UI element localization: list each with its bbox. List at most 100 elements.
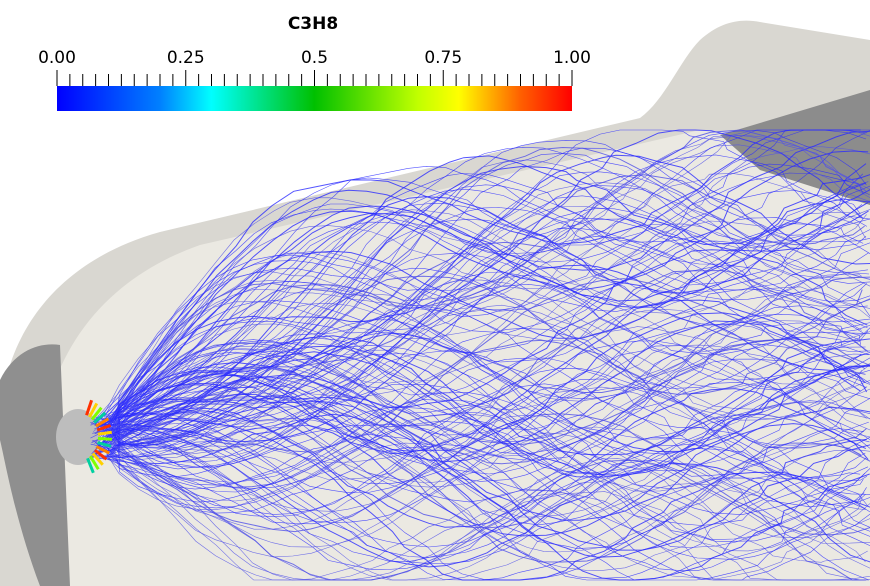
streamline bbox=[109, 174, 870, 420]
streamline bbox=[91, 308, 870, 463]
jet bbox=[90, 406, 103, 421]
streamline bbox=[116, 349, 870, 477]
streamline bbox=[106, 129, 867, 454]
streamline bbox=[112, 267, 868, 450]
streamline bbox=[104, 240, 870, 438]
streamline bbox=[118, 337, 866, 473]
jet bbox=[97, 441, 112, 448]
streamline bbox=[92, 343, 870, 482]
streamline bbox=[118, 130, 867, 452]
jet bbox=[93, 449, 108, 461]
streamline bbox=[107, 394, 864, 549]
streamline bbox=[101, 435, 866, 581]
streamline bbox=[115, 163, 870, 426]
jet bbox=[85, 399, 94, 416]
streamline bbox=[101, 386, 866, 523]
streamline bbox=[100, 331, 870, 458]
streamline bbox=[110, 393, 867, 537]
legend-tick-label: 1.00 bbox=[553, 48, 591, 68]
streamline bbox=[107, 320, 867, 457]
streamline bbox=[102, 383, 866, 517]
streamline bbox=[96, 395, 862, 563]
streamline bbox=[104, 190, 861, 418]
streamline bbox=[97, 326, 870, 480]
streamline bbox=[108, 154, 870, 429]
streamline bbox=[94, 130, 870, 425]
legend-ticks: 0.00 0.25 0.5 0.75 1.00 bbox=[38, 48, 591, 86]
streamline bbox=[93, 271, 870, 438]
streamline bbox=[99, 189, 870, 430]
streamline bbox=[91, 338, 866, 465]
streamline bbox=[115, 340, 870, 494]
streamline bbox=[118, 236, 870, 424]
streamline bbox=[94, 172, 864, 444]
streamline bbox=[105, 218, 869, 418]
streamline bbox=[114, 424, 870, 581]
streamline bbox=[107, 319, 870, 446]
streamline bbox=[91, 344, 870, 484]
legend-tick-label: 0.25 bbox=[167, 48, 205, 68]
streamline bbox=[114, 396, 870, 551]
left-cut bbox=[0, 344, 70, 586]
streamline bbox=[117, 336, 870, 461]
streamline bbox=[102, 140, 870, 443]
streamline bbox=[104, 424, 870, 581]
streamline bbox=[100, 182, 867, 428]
streamline bbox=[95, 272, 870, 427]
streamline bbox=[103, 455, 866, 581]
streamline bbox=[93, 375, 870, 526]
streamline bbox=[90, 130, 870, 439]
streamline bbox=[98, 414, 870, 539]
streamline bbox=[95, 442, 870, 581]
streamline bbox=[89, 421, 864, 581]
streamline bbox=[101, 436, 870, 562]
streamline bbox=[93, 223, 870, 432]
streamline bbox=[97, 129, 861, 429]
streamline bbox=[118, 413, 862, 552]
streamline bbox=[106, 413, 870, 581]
injector bbox=[56, 409, 100, 465]
streamline bbox=[90, 328, 869, 483]
streamline bbox=[96, 373, 870, 521]
streamline bbox=[100, 426, 870, 581]
streamline bbox=[94, 264, 870, 443]
jet bbox=[93, 411, 107, 424]
streamline bbox=[99, 294, 870, 454]
streamline bbox=[116, 207, 870, 447]
streamline bbox=[92, 434, 865, 581]
jet bbox=[86, 457, 95, 474]
streamline bbox=[94, 345, 870, 485]
streamline bbox=[94, 286, 870, 434]
jet bbox=[88, 402, 99, 418]
streamline bbox=[109, 345, 870, 472]
streamline bbox=[111, 275, 870, 427]
streamline bbox=[105, 278, 866, 458]
streamline bbox=[108, 323, 870, 461]
streamline bbox=[111, 312, 868, 452]
streamline bbox=[96, 420, 866, 571]
legend-tick-label: 0.75 bbox=[424, 48, 462, 68]
jet bbox=[89, 455, 100, 471]
legend-tick-label: 0.00 bbox=[38, 48, 76, 68]
streamline bbox=[113, 412, 870, 558]
streamline bbox=[101, 217, 870, 430]
jet bbox=[96, 423, 112, 432]
jet bbox=[91, 452, 104, 466]
legend-tick-label: 0.5 bbox=[301, 48, 328, 68]
streamline bbox=[114, 348, 867, 488]
streamline bbox=[97, 440, 870, 564]
streamline bbox=[112, 442, 862, 581]
streamlines bbox=[89, 129, 870, 581]
streamline bbox=[93, 129, 867, 458]
streamline bbox=[119, 392, 866, 516]
injector-jets bbox=[85, 399, 113, 474]
streamline bbox=[106, 442, 870, 580]
streamline bbox=[112, 367, 868, 515]
streamline bbox=[111, 165, 869, 456]
streamline bbox=[110, 304, 870, 459]
legend-title: C3H8 bbox=[288, 14, 338, 34]
streamline bbox=[100, 429, 870, 568]
streamline bbox=[101, 207, 868, 429]
